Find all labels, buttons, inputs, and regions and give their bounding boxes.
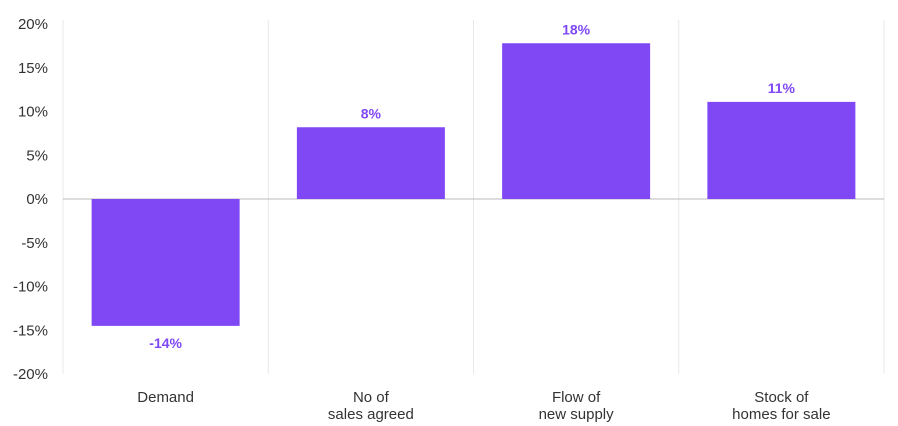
x-category-label: homes for sale [732, 406, 830, 423]
bar [502, 43, 651, 199]
data-label: 18% [562, 21, 591, 37]
x-category-label: Flow of [552, 389, 601, 406]
y-tick-label: 10% [18, 104, 48, 121]
x-category-label: Demand [137, 389, 194, 406]
x-category-label: sales agreed [328, 406, 414, 423]
x-category-label: new supply [539, 406, 615, 423]
bar [296, 127, 445, 199]
y-tick-label: -20% [13, 366, 48, 383]
y-tick-label: -15% [13, 322, 48, 339]
y-tick-label: -5% [21, 235, 48, 252]
y-tick-label: 0% [26, 191, 48, 208]
y-tick-label: 5% [26, 147, 48, 164]
data-label: 11% [768, 80, 796, 96]
x-category-label: Stock of [754, 389, 809, 406]
data-label: 8% [361, 105, 382, 121]
bar [91, 199, 240, 326]
y-tick-label: -10% [13, 279, 48, 296]
y-tick-label: 20% [18, 16, 48, 33]
x-category-label: No of [353, 389, 390, 406]
y-tick-label: 15% [18, 60, 48, 77]
data-label: -14% [149, 335, 182, 351]
bar [707, 101, 856, 199]
